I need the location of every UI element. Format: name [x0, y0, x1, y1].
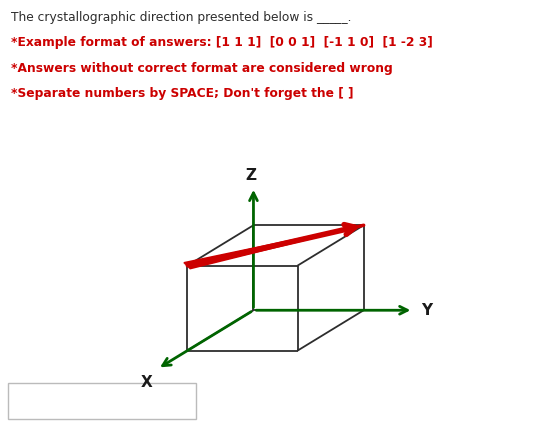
Text: *Separate numbers by SPACE; Don't forget the [ ]: *Separate numbers by SPACE; Don't forget… [11, 87, 354, 100]
Text: The crystallographic direction presented below is _____.: The crystallographic direction presented… [11, 11, 352, 24]
FancyBboxPatch shape [8, 382, 196, 419]
Text: Z: Z [245, 168, 256, 183]
Text: X: X [141, 375, 152, 390]
Text: Y: Y [422, 303, 433, 318]
Text: *Example format of answers: [1 1 1]  [0 0 1]  [-1 1 0]  [1 -2 3]: *Example format of answers: [1 1 1] [0 0… [11, 36, 433, 49]
Text: *Answers without correct format are considered wrong: *Answers without correct format are cons… [11, 62, 393, 75]
